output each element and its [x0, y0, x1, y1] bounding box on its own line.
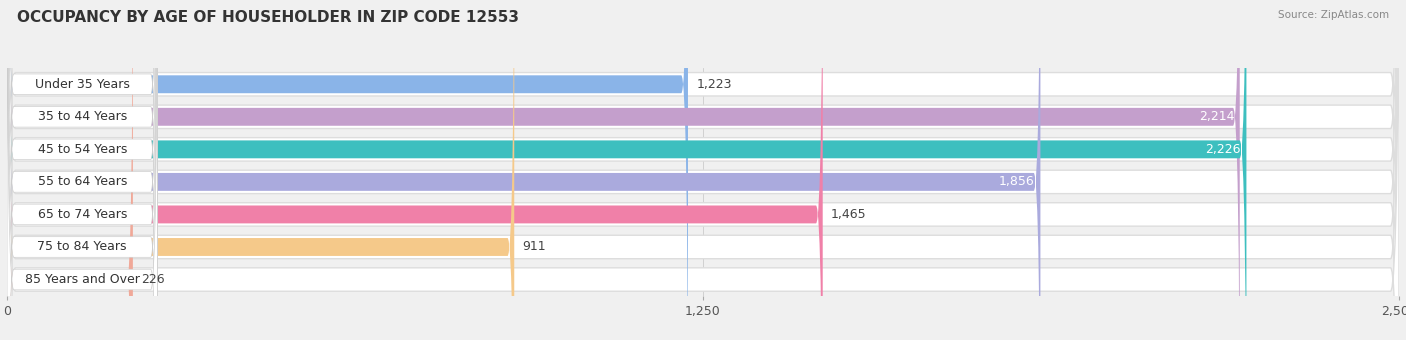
FancyBboxPatch shape	[7, 0, 688, 340]
FancyBboxPatch shape	[7, 0, 1246, 340]
FancyBboxPatch shape	[7, 0, 1399, 340]
Text: Under 35 Years: Under 35 Years	[35, 78, 129, 91]
Text: Source: ZipAtlas.com: Source: ZipAtlas.com	[1278, 10, 1389, 20]
Text: 75 to 84 Years: 75 to 84 Years	[38, 240, 127, 254]
FancyBboxPatch shape	[7, 0, 157, 340]
FancyBboxPatch shape	[7, 0, 132, 340]
FancyBboxPatch shape	[7, 0, 515, 340]
Text: 226: 226	[141, 273, 165, 286]
Text: 35 to 44 Years: 35 to 44 Years	[38, 110, 127, 123]
FancyBboxPatch shape	[7, 0, 1399, 340]
Text: 55 to 64 Years: 55 to 64 Years	[38, 175, 127, 188]
FancyBboxPatch shape	[7, 0, 157, 340]
Text: 1,465: 1,465	[831, 208, 866, 221]
Text: 911: 911	[523, 240, 546, 254]
FancyBboxPatch shape	[7, 0, 157, 340]
Text: OCCUPANCY BY AGE OF HOUSEHOLDER IN ZIP CODE 12553: OCCUPANCY BY AGE OF HOUSEHOLDER IN ZIP C…	[17, 10, 519, 25]
FancyBboxPatch shape	[7, 0, 1040, 340]
Text: 65 to 74 Years: 65 to 74 Years	[38, 208, 127, 221]
FancyBboxPatch shape	[7, 0, 1399, 340]
FancyBboxPatch shape	[7, 0, 157, 340]
Text: 1,223: 1,223	[696, 78, 731, 91]
FancyBboxPatch shape	[7, 0, 1399, 340]
FancyBboxPatch shape	[7, 0, 823, 340]
Text: 1,856: 1,856	[1000, 175, 1035, 188]
Text: 2,226: 2,226	[1205, 143, 1241, 156]
FancyBboxPatch shape	[7, 0, 157, 340]
Text: 2,214: 2,214	[1199, 110, 1234, 123]
FancyBboxPatch shape	[7, 0, 1240, 340]
Text: 45 to 54 Years: 45 to 54 Years	[38, 143, 127, 156]
FancyBboxPatch shape	[7, 0, 157, 340]
FancyBboxPatch shape	[7, 0, 1399, 340]
FancyBboxPatch shape	[7, 0, 1399, 340]
Text: 85 Years and Over: 85 Years and Over	[25, 273, 139, 286]
FancyBboxPatch shape	[7, 0, 157, 340]
FancyBboxPatch shape	[7, 0, 1399, 340]
